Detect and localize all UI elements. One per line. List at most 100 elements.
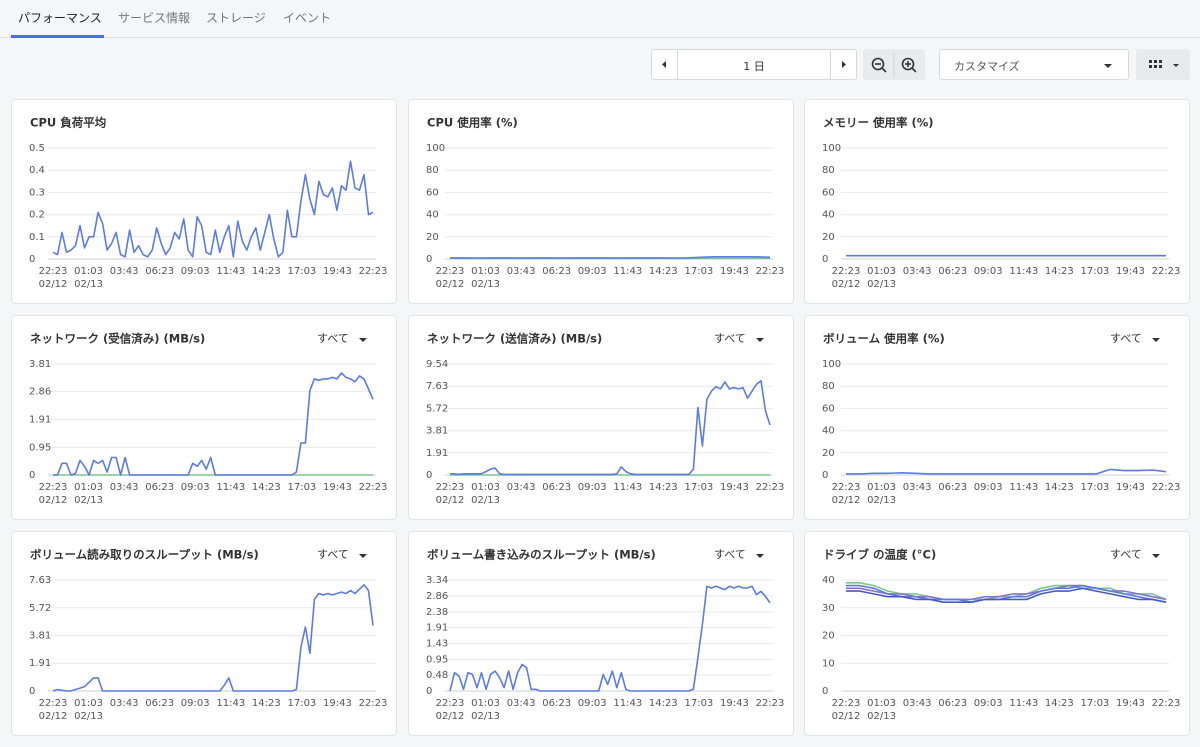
x-tick-label: 09:03 bbox=[577, 482, 606, 493]
x-date-label: 02/12 bbox=[435, 495, 464, 506]
x-tick-label: 09:03 bbox=[974, 482, 1003, 493]
y-tick-label: 20 bbox=[426, 232, 439, 243]
y-tick-label: 0.1 bbox=[29, 232, 45, 243]
x-tick-label: 06:23 bbox=[542, 482, 571, 493]
x-tick-label: 22:23 bbox=[39, 698, 68, 709]
y-tick-label: 0 bbox=[822, 254, 828, 265]
x-tick-label: 14:23 bbox=[1045, 266, 1074, 277]
y-tick-label: 0.48 bbox=[426, 670, 448, 681]
y-tick-label: 1.91 bbox=[29, 658, 51, 669]
x-tick-label: 11:43 bbox=[216, 698, 245, 709]
line-series bbox=[52, 584, 374, 692]
x-tick-label: 06:23 bbox=[542, 698, 571, 709]
x-tick-label: 03:43 bbox=[506, 698, 535, 709]
x-tick-label: 14:23 bbox=[252, 698, 281, 709]
filter-dropdown[interactable]: すべて bbox=[714, 548, 746, 561]
x-tick-label: 22:23 bbox=[39, 266, 68, 277]
y-tick-label: 0.95 bbox=[29, 442, 51, 453]
x-tick-label: 19:43 bbox=[323, 482, 352, 493]
chart: ネットワーク (受信済み) (MB/s) すべて 0 0.95 1.91 2.86 3.81… bbox=[29, 332, 387, 507]
filter-dropdown[interactable]: すべて bbox=[317, 548, 349, 561]
chart: ネットワーク (送信済み) (MB/s) すべて 0 1.91 3.81 5.72 7.63… bbox=[426, 332, 784, 507]
tab[interactable]: ストレージ bbox=[206, 11, 266, 25]
y-tick-label: 1.43 bbox=[426, 638, 448, 649]
chart: ボリューム 使用率 (%) すべて 0 20 40 60 80 100 22:23 01:03 03… bbox=[822, 332, 1180, 507]
customize-dropdown[interactable]: カスタマイズ bbox=[939, 49, 1129, 80]
filter-dropdown[interactable]: すべて bbox=[317, 332, 349, 345]
y-tick-label: 3.81 bbox=[426, 426, 448, 437]
chart-panel: ドライブ の温度 (°C) すべて 0 10 20 30 40 22:23 01:03 03:43… bbox=[804, 531, 1190, 736]
x-tick-label: 06:23 bbox=[938, 698, 967, 709]
y-tick-label: 3.81 bbox=[29, 359, 51, 370]
y-tick-label: 40 bbox=[822, 575, 835, 586]
y-tick-label: 5.72 bbox=[29, 603, 51, 614]
line-series bbox=[52, 160, 374, 258]
x-tick-label: 22:23 bbox=[755, 698, 784, 709]
x-date-label: 02/13 bbox=[74, 711, 103, 722]
zoom-out[interactable] bbox=[871, 57, 887, 73]
chart-panel: ボリューム書き込みのスループット (MB/s) すべて 0 0.48 0.95 1.43 1… bbox=[407, 531, 794, 736]
x-date-label: 02/13 bbox=[867, 711, 896, 722]
x-tick-label: 06:23 bbox=[542, 266, 571, 277]
zoom-in[interactable] bbox=[901, 57, 917, 73]
filter-dropdown[interactable]: すべて bbox=[714, 332, 746, 345]
x-tick-label: 17:03 bbox=[287, 482, 316, 493]
x-tick-label: 22:23 bbox=[39, 482, 68, 493]
next-button[interactable] bbox=[830, 50, 856, 79]
x-tick-label: 19:43 bbox=[720, 482, 749, 493]
icon bbox=[1149, 60, 1179, 68]
filter-dropdown[interactable]: すべて bbox=[1110, 332, 1142, 345]
line-series bbox=[846, 468, 1167, 475]
line-series bbox=[449, 380, 771, 476]
x-tick-label: 01:03 bbox=[471, 698, 500, 709]
dropdown-arrow bbox=[755, 338, 764, 342]
tab[interactable]: パフォーマンス bbox=[18, 11, 102, 25]
x-tick-label: 17:03 bbox=[1080, 266, 1109, 277]
line-series bbox=[448, 585, 771, 692]
chart-panel: ネットワーク (受信済み) (MB/s) すべて 0 0.95 1.91 2.86 3.81… bbox=[11, 315, 397, 520]
line-series bbox=[846, 587, 1167, 603]
tab[interactable]: サービス情報 bbox=[118, 11, 191, 25]
chart: ドライブ の温度 (°C) すべて 0 10 20 30 40 22:23 01:03 03:43… bbox=[822, 548, 1180, 723]
x-date-label: 02/13 bbox=[867, 279, 896, 290]
y-tick-label: 80 bbox=[822, 381, 835, 392]
x-tick-label: 03:43 bbox=[110, 482, 139, 493]
x-tick-label: 11:43 bbox=[216, 482, 245, 493]
chart-title: ネットワーク (受信済み) (MB/s) bbox=[30, 332, 205, 346]
tab[interactable]: イベント bbox=[283, 11, 332, 25]
x-tick-label: 11:43 bbox=[1009, 266, 1038, 277]
x-tick-label: 11:43 bbox=[613, 482, 642, 493]
chart-title: ドライブ の温度 (°C) bbox=[823, 548, 936, 562]
x-tick-label: 06:23 bbox=[145, 482, 174, 493]
layout-button[interactable] bbox=[1136, 49, 1190, 80]
y-tick-label: 0.95 bbox=[426, 654, 448, 665]
x-tick-label: 03:43 bbox=[506, 482, 535, 493]
filter-dropdown[interactable]: すべて bbox=[1110, 548, 1142, 561]
x-tick-label: 22:23 bbox=[1152, 266, 1181, 277]
chart: ボリューム読み取りのスループット (MB/s) すべて 0 1.91 3.81 5.72 7… bbox=[29, 548, 387, 723]
x-tick-label: 22:23 bbox=[832, 266, 861, 277]
y-tick-label: 9.54 bbox=[426, 359, 448, 370]
y-tick-label: 5.72 bbox=[426, 403, 448, 414]
x-date-label: 02/12 bbox=[832, 495, 861, 506]
x-tick-label: 01:03 bbox=[867, 482, 896, 493]
chart-title: ボリューム読み取りのスループット (MB/s) bbox=[30, 548, 259, 562]
x-tick-label: 14:23 bbox=[1045, 482, 1074, 493]
y-tick-label: 60 bbox=[822, 187, 835, 198]
x-date-label: 02/13 bbox=[471, 495, 500, 506]
chart-panel: CPU 負荷平均 0 0.1 0.2 0.3 0.4 0.5 22:23 01:03 03:43 0… bbox=[11, 99, 397, 304]
x-tick-label: 14:23 bbox=[648, 266, 677, 277]
x-tick-label: 01:03 bbox=[74, 482, 103, 493]
prev-button[interactable] bbox=[652, 50, 678, 79]
x-tick-label: 14:23 bbox=[648, 698, 677, 709]
x-tick-label: 09:03 bbox=[181, 698, 210, 709]
chart-title: CPU 使用率 (%) bbox=[427, 116, 518, 130]
x-date-label: 02/12 bbox=[832, 711, 861, 722]
y-tick-label: 1.91 bbox=[426, 623, 448, 634]
chart-panel: ネットワーク (送信済み) (MB/s) すべて 0 1.91 3.81 5.72 7.63… bbox=[407, 315, 794, 520]
x-date-label: 02/12 bbox=[435, 279, 464, 290]
x-tick-label: 17:03 bbox=[287, 266, 316, 277]
x-tick-label: 14:23 bbox=[252, 266, 281, 277]
tab-divider bbox=[0, 37, 1200, 38]
y-tick-label: 30 bbox=[822, 603, 835, 614]
